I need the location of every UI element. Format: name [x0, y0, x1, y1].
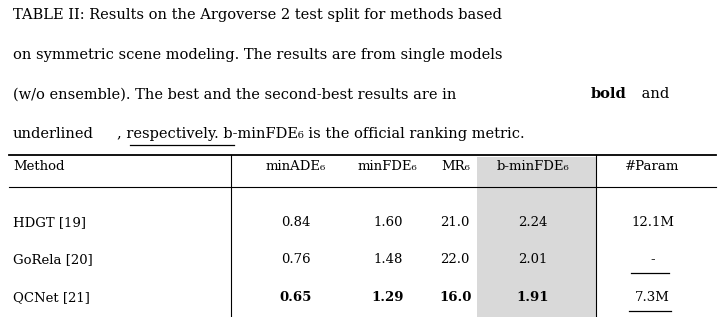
Text: 1.91: 1.91: [517, 291, 549, 304]
Text: TABLE II: Results on the Argoverse 2 test split for methods based: TABLE II: Results on the Argoverse 2 tes…: [13, 8, 502, 22]
Text: HDGT [19]: HDGT [19]: [13, 216, 86, 229]
Text: 22.0: 22.0: [441, 253, 470, 267]
Text: 0.65: 0.65: [280, 291, 312, 304]
Text: MR₆: MR₆: [441, 160, 470, 173]
Text: 2.24: 2.24: [518, 216, 547, 229]
Text: 12.1M: 12.1M: [631, 216, 674, 229]
Text: 2.01: 2.01: [518, 253, 547, 267]
Text: #Param: #Param: [625, 160, 679, 173]
Text: QCNet [21]: QCNet [21]: [13, 291, 90, 304]
Text: -: -: [650, 253, 655, 267]
Text: 16.0: 16.0: [439, 291, 471, 304]
Text: on symmetric scene modeling. The results are from single models: on symmetric scene modeling. The results…: [13, 48, 502, 61]
Text: 1.48: 1.48: [373, 253, 402, 267]
Text: minADE₆: minADE₆: [265, 160, 326, 173]
Text: 1.29: 1.29: [372, 291, 404, 304]
Text: 0.76: 0.76: [281, 253, 310, 267]
Text: (w/o ensemble). The best and the second-best results are in: (w/o ensemble). The best and the second-…: [13, 87, 461, 101]
Text: b-minFDE₆: b-minFDE₆: [497, 160, 569, 173]
Text: 1.60: 1.60: [373, 216, 402, 229]
Text: underlined: underlined: [13, 127, 94, 141]
Text: 7.3M: 7.3M: [635, 291, 670, 304]
Text: minFDE₆: minFDE₆: [358, 160, 418, 173]
Text: Method: Method: [13, 160, 65, 173]
Text: GoRela [20]: GoRela [20]: [13, 253, 93, 267]
Text: and: and: [637, 87, 669, 101]
Text: 21.0: 21.0: [441, 216, 470, 229]
Text: , respectively. b-minFDE₆ is the official ranking metric.: , respectively. b-minFDE₆ is the officia…: [117, 127, 525, 141]
Text: bold: bold: [591, 87, 627, 101]
Bar: [477, 157, 596, 317]
Text: 0.84: 0.84: [281, 216, 310, 229]
